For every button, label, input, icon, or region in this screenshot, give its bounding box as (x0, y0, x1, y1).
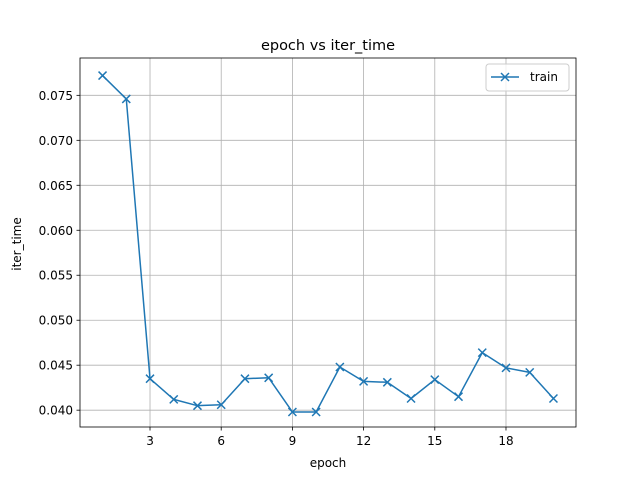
x-tick-label: 9 (289, 434, 297, 448)
data-point-marker (98, 71, 108, 81)
y-tick-label: 0.060 (39, 224, 73, 238)
data-point-marker (287, 407, 297, 417)
data-point-marker (216, 400, 226, 410)
x-tick-label: 18 (498, 434, 513, 448)
grid (80, 58, 576, 427)
y-tick-label: 0.070 (39, 134, 73, 148)
data-point-marker (145, 374, 155, 384)
y-tick-label: 0.055 (39, 269, 73, 283)
ticks: 3 6 9 12 15 18 0.040 0.045 0.050 0.055 0.060 0.065 0… (39, 89, 514, 448)
chart-title: epoch vs iter_time (261, 38, 395, 54)
data-point-marker (311, 407, 321, 417)
series-line-train (102, 75, 555, 413)
legend-label-train: train (530, 70, 558, 84)
legend-marker-x-icon (500, 72, 510, 82)
x-axis-label: epoch (310, 456, 347, 470)
data-point-marker (406, 393, 416, 404)
x-tick-label: 15 (427, 434, 442, 448)
data-point-marker (477, 348, 487, 358)
x-tick-label: 12 (356, 434, 371, 448)
y-tick-label: 0.045 (39, 359, 73, 373)
data-point-marker (121, 94, 131, 104)
data-point-marker (335, 362, 345, 372)
x-tick-label: 3 (146, 434, 154, 448)
data-point-marker (382, 377, 392, 387)
legend-box (485, 63, 570, 92)
data-point-marker (501, 363, 511, 373)
y-axis-label: iter_time (10, 217, 24, 270)
data-point-marker (548, 393, 558, 404)
data-point-marker (359, 376, 369, 386)
y-tick-label: 0.075 (39, 89, 73, 103)
data-point-marker (453, 392, 464, 402)
legend: train (485, 63, 570, 92)
x-tick-label: 6 (217, 434, 225, 448)
series-layer (98, 71, 558, 417)
y-tick-label: 0.050 (39, 314, 73, 328)
data-point-marker (525, 367, 535, 377)
data-point-marker (192, 401, 203, 411)
data-point-marker (240, 374, 250, 384)
data-point-marker (264, 373, 274, 383)
data-point-marker (169, 394, 179, 404)
data-point-marker (430, 375, 440, 385)
y-tick-label: 0.065 (39, 179, 73, 193)
y-tick-label: 0.040 (39, 404, 73, 418)
plot-frame (79, 57, 577, 428)
